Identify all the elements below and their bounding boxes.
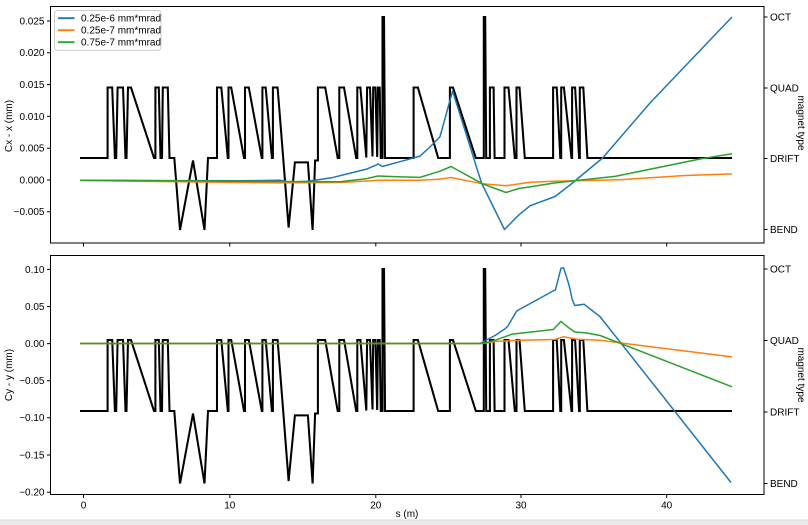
svg-text:−0.005: −0.005 — [14, 207, 45, 218]
svg-text:−0.05: −0.05 — [19, 376, 45, 387]
svg-text:0.020: 0.020 — [19, 48, 44, 59]
svg-text:10: 10 — [224, 501, 236, 512]
svg-text:20: 20 — [370, 501, 382, 512]
svg-text:0.75e-7 mm*mrad: 0.75e-7 mm*mrad — [81, 38, 161, 49]
svg-text:−0.10: −0.10 — [19, 413, 45, 424]
svg-text:40: 40 — [661, 501, 673, 512]
svg-text:BEND: BEND — [770, 225, 798, 236]
svg-text:0.25e-7 mm*mrad: 0.25e-7 mm*mrad — [81, 26, 161, 37]
svg-text:Cx - x (mm): Cx - x (mm) — [4, 100, 15, 152]
svg-text:BEND: BEND — [770, 479, 798, 490]
svg-text:QUAD: QUAD — [770, 83, 799, 94]
svg-text:0: 0 — [81, 501, 87, 512]
svg-text:DRIFT: DRIFT — [770, 407, 799, 418]
svg-text:DRIFT: DRIFT — [770, 154, 799, 165]
svg-text:0.10: 0.10 — [25, 265, 45, 276]
svg-text:s (m): s (m) — [396, 509, 419, 520]
svg-text:−0.20: −0.20 — [19, 488, 45, 499]
svg-text:Cy - y (mm): Cy - y (mm) — [4, 349, 15, 401]
svg-text:QUAD: QUAD — [770, 336, 799, 347]
svg-text:magnet type: magnet type — [795, 95, 806, 150]
svg-text:magnet type: magnet type — [795, 347, 806, 402]
svg-text:0.05: 0.05 — [25, 302, 45, 313]
svg-text:0.015: 0.015 — [19, 80, 44, 91]
svg-text:0.005: 0.005 — [19, 144, 44, 155]
svg-text:0.025: 0.025 — [19, 16, 44, 27]
svg-text:−0.15: −0.15 — [19, 450, 45, 461]
svg-text:0.010: 0.010 — [19, 112, 44, 123]
svg-text:OCT: OCT — [770, 12, 791, 23]
svg-text:0.000: 0.000 — [19, 175, 44, 186]
svg-text:0.25e-6 mm*mrad: 0.25e-6 mm*mrad — [81, 14, 161, 25]
svg-text:30: 30 — [515, 501, 527, 512]
svg-text:0.00: 0.00 — [25, 339, 45, 350]
svg-text:OCT: OCT — [770, 264, 791, 275]
